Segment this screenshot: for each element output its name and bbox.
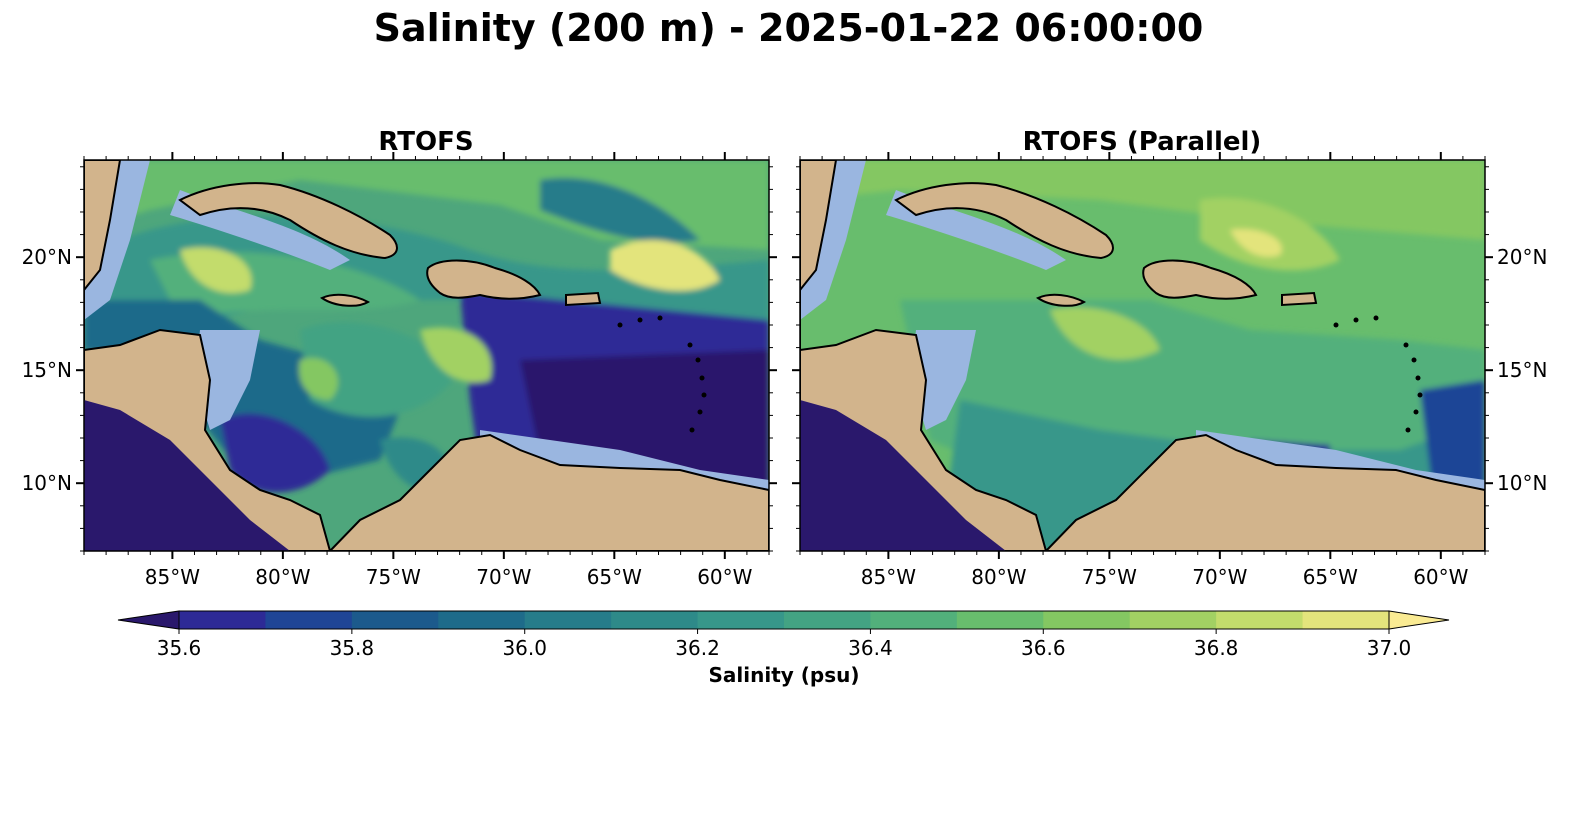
colorbar-label: Salinity (psu) <box>708 663 859 687</box>
y-tick-label: 20°N <box>22 245 72 269</box>
x-tick-label: 85°W <box>861 565 916 589</box>
colorbar-tick-label: 36.8 <box>1194 636 1239 660</box>
colorbar-segment <box>1302 611 1390 629</box>
colorbar-segment <box>870 611 958 629</box>
x-tick-label: 65°W <box>1303 565 1358 589</box>
map-panel-rtofs-parallel <box>800 160 1485 551</box>
colorbar-tick-label: 36.2 <box>675 636 720 660</box>
y-tick-label: 10°N <box>1497 471 1547 495</box>
colorbar-segment <box>524 611 612 629</box>
colorbar-segment <box>611 611 699 629</box>
x-tick-label: 65°W <box>587 565 642 589</box>
colorbar-segment <box>956 611 1044 629</box>
x-tick-label: 60°W <box>697 565 752 589</box>
y-tick-label: 20°N <box>1497 245 1547 269</box>
colorbar: 35.6 35.8 36.0 36.2 36.4 36.6 36.8 37.0 Salinity… <box>117 610 1450 687</box>
colorbar-segment <box>784 611 871 629</box>
colorbar-segment <box>265 611 353 629</box>
axes-layer: 85°W 80°W 75°W 70°W 65°W 60°W 10°N 15°N 20°N 85°W… <box>22 152 1547 589</box>
x-tick-label: 80°W <box>971 565 1026 589</box>
x-tick-label: 75°W <box>1082 565 1137 589</box>
colorbar-segment <box>351 611 439 629</box>
colorbar-extend-low <box>117 610 180 630</box>
colorbar-frame <box>178 610 1390 630</box>
colorbar-segment <box>1216 611 1304 629</box>
x-tick-label: 60°W <box>1413 565 1468 589</box>
x-tick-label: 85°W <box>145 565 200 589</box>
colorbar-segment <box>697 611 785 629</box>
map-panel-rtofs <box>84 160 769 551</box>
panel-frame-rtofs <box>83 159 770 552</box>
colorbar-segment <box>1043 611 1131 629</box>
colorbar-tick-label: 35.8 <box>330 636 375 660</box>
figure-title: Salinity (200 m) - 2025-01-22 06:00:00 <box>373 6 1204 50</box>
colorbar-tick-label: 35.6 <box>157 636 202 660</box>
colorbar-tick-label: 36.0 <box>502 636 547 660</box>
x-tick-label: 80°W <box>255 565 310 589</box>
colorbar-tick-label: 36.4 <box>848 636 893 660</box>
colorbar-segment <box>1129 611 1217 629</box>
x-tick-label: 70°W <box>476 565 531 589</box>
colorbar-segment <box>179 611 266 629</box>
colorbar-segment <box>438 611 526 629</box>
y-tick-label: 10°N <box>22 471 72 495</box>
panel-title-rtofs-parallel: RTOFS (Parallel) <box>1023 127 1262 157</box>
colorbar-tick-label: 37.0 <box>1367 636 1412 660</box>
panel-frame-rtofs-parallel <box>799 159 1486 552</box>
x-tick-label: 70°W <box>1192 565 1247 589</box>
x-tick-label: 75°W <box>366 565 421 589</box>
y-tick-label: 15°N <box>1497 358 1547 382</box>
y-tick-label: 15°N <box>22 358 72 382</box>
colorbar-tick-label: 36.6 <box>1021 636 1066 660</box>
colorbar-extend-high <box>1388 610 1450 630</box>
